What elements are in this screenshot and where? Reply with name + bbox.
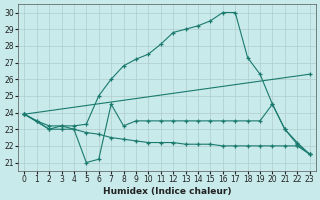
- X-axis label: Humidex (Indice chaleur): Humidex (Indice chaleur): [103, 187, 231, 196]
